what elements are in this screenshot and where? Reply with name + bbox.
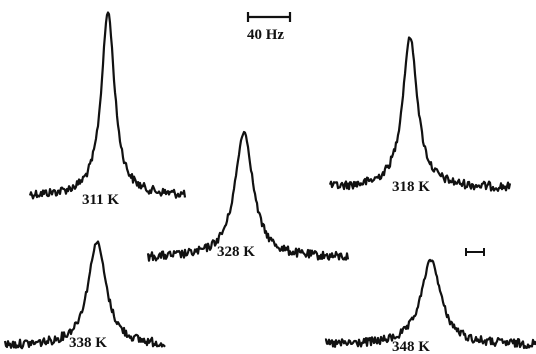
spectrum-trace-328k <box>146 130 350 262</box>
scale-bar-label: 40 Hz <box>247 27 284 43</box>
spectrum-label-311k: 311 K <box>82 192 119 208</box>
spectrum-trace-311k <box>28 11 187 200</box>
small-scale-bar <box>465 248 485 256</box>
scale-bar: 40 Hz <box>246 12 292 43</box>
spectrum-trace-338k <box>3 240 166 350</box>
spectrum-label-318k: 318 K <box>392 179 430 195</box>
spectrum-label-348k: 348 K <box>392 339 430 354</box>
spectrum-trace-348k <box>324 258 536 350</box>
spectrum-label-338k: 338 K <box>69 335 107 351</box>
spectrum-label-328k: 328 K <box>217 244 255 260</box>
spectrum-trace-318k <box>328 36 512 192</box>
